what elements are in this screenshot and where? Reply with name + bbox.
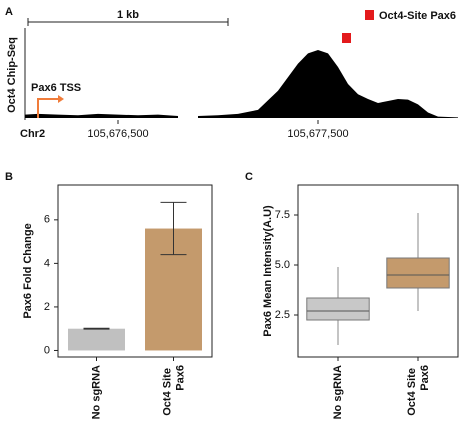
label-line: Oct4 Site xyxy=(161,365,173,416)
site-marker xyxy=(342,33,351,43)
chrom-label: Chr2 xyxy=(20,128,45,140)
signal-area xyxy=(25,113,178,118)
panel-label: A xyxy=(5,6,13,18)
error-bar xyxy=(83,327,110,330)
panel-label: B xyxy=(5,171,13,183)
label-line: No sgRNA xyxy=(332,365,344,419)
signal-area xyxy=(198,50,458,118)
y-tick-label: 2 xyxy=(44,301,50,313)
x-tick-label: 105,676,500 xyxy=(87,128,148,140)
x-tick-label: No sgRNA xyxy=(90,365,102,419)
y-tick-label: 4 xyxy=(44,257,50,269)
box xyxy=(386,257,450,289)
label-line: Oct4 Site xyxy=(406,365,418,416)
error-bar xyxy=(160,201,187,256)
label-line: Pax6 xyxy=(174,365,186,391)
y-tick-label: 6 xyxy=(44,214,50,226)
y-axis-label: Oct4 Chip-Seq xyxy=(6,37,18,113)
scale-bar-label: 1 kb xyxy=(117,9,139,21)
plot-frame xyxy=(57,184,213,358)
tss-arrowhead xyxy=(58,95,64,103)
label-line: No sgRNA xyxy=(90,365,102,419)
panel-label: C xyxy=(245,171,253,183)
x-tick-label: Oct4 Site Pax6 xyxy=(161,365,186,416)
bar xyxy=(68,328,125,351)
y-axis-label: Pax6 Fold Change xyxy=(22,223,34,318)
y-tick-label: 0 xyxy=(44,344,50,356)
plot-frame xyxy=(297,184,459,358)
x-tick-label: Oct4 Site Pax6 xyxy=(406,365,431,416)
label-line: Pax6 xyxy=(419,365,431,391)
x-tick-label: No sgRNA xyxy=(332,365,344,419)
x-tick-label: 105,677,500 xyxy=(287,128,348,140)
y-tick-label: 5.0 xyxy=(275,259,290,271)
y-tick-label: 7.5 xyxy=(275,209,290,221)
tss-arrow xyxy=(37,98,58,118)
legend-label: Oct4-Site Pax6 xyxy=(379,10,456,22)
tss-label: Pax6 TSS xyxy=(31,82,81,94)
box xyxy=(306,297,370,321)
y-tick-label: 2.5 xyxy=(275,309,290,321)
y-axis-label: Pax6 Mean Intensity(A.U) xyxy=(262,205,274,337)
legend-swatch xyxy=(365,10,374,20)
